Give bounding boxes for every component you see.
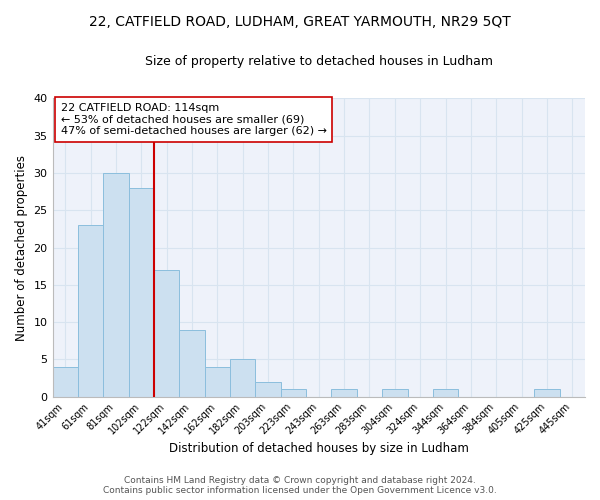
Bar bbox=[179, 330, 205, 396]
Bar bbox=[256, 382, 281, 396]
Bar bbox=[103, 173, 128, 396]
X-axis label: Distribution of detached houses by size in Ludham: Distribution of detached houses by size … bbox=[169, 442, 469, 455]
Text: 22 CATFIELD ROAD: 114sqm
← 53% of detached houses are smaller (69)
47% of semi-d: 22 CATFIELD ROAD: 114sqm ← 53% of detach… bbox=[61, 103, 326, 136]
Bar bbox=[281, 389, 306, 396]
Title: Size of property relative to detached houses in Ludham: Size of property relative to detached ho… bbox=[145, 55, 493, 68]
Bar bbox=[331, 389, 357, 396]
Bar bbox=[534, 389, 560, 396]
Bar bbox=[154, 270, 179, 396]
Bar bbox=[230, 360, 256, 397]
Bar bbox=[78, 225, 103, 396]
Bar bbox=[128, 188, 154, 396]
Text: Contains HM Land Registry data © Crown copyright and database right 2024.
Contai: Contains HM Land Registry data © Crown c… bbox=[103, 476, 497, 495]
Bar bbox=[53, 367, 78, 396]
Text: 22, CATFIELD ROAD, LUDHAM, GREAT YARMOUTH, NR29 5QT: 22, CATFIELD ROAD, LUDHAM, GREAT YARMOUT… bbox=[89, 15, 511, 29]
Bar bbox=[382, 389, 407, 396]
Bar bbox=[433, 389, 458, 396]
Y-axis label: Number of detached properties: Number of detached properties bbox=[15, 154, 28, 340]
Bar bbox=[205, 367, 230, 396]
